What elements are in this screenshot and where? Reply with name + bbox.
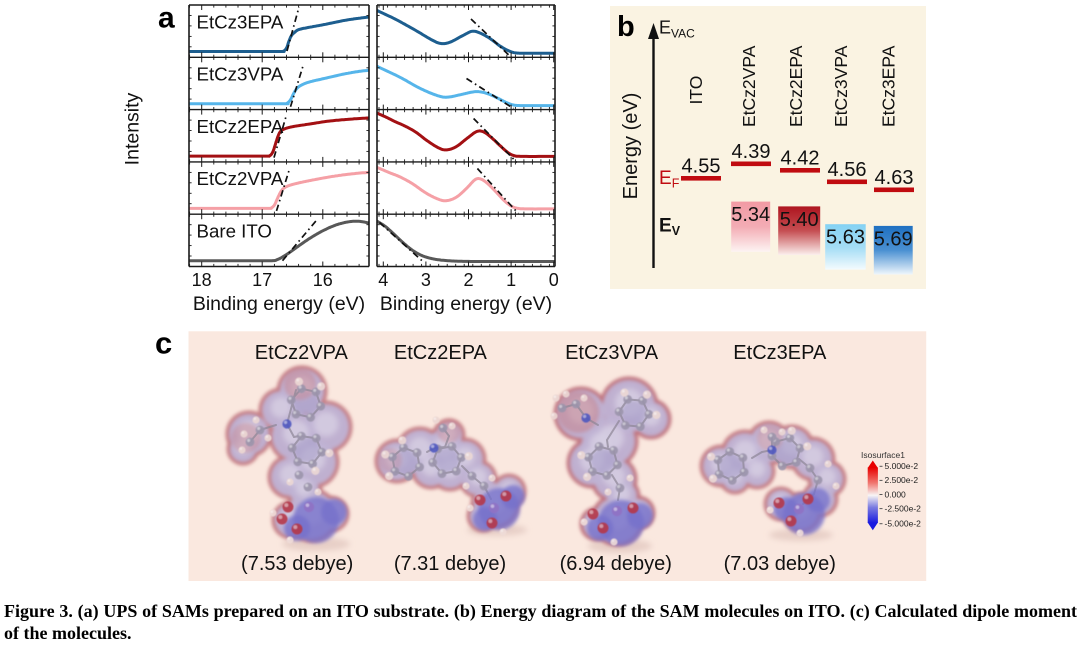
svg-text:-2.500e-2: -2.500e-2: [885, 503, 922, 513]
svg-text:4.55: 4.55: [682, 156, 721, 178]
svg-text:EtCz3VPA: EtCz3VPA: [197, 64, 284, 85]
svg-text:b: b: [617, 11, 635, 43]
svg-text:Isosurface1: Isosurface1: [861, 450, 905, 460]
svg-text:Energy (eV): Energy (eV): [620, 93, 642, 200]
svg-text:EtCz2EPA: EtCz2EPA: [786, 45, 806, 127]
svg-text:Binding energy (eV): Binding energy (eV): [380, 293, 552, 315]
svg-text:17: 17: [252, 270, 272, 290]
svg-text:ITO: ITO: [686, 76, 706, 105]
svg-text:18: 18: [192, 270, 212, 290]
svg-text:4.63: 4.63: [875, 167, 914, 189]
svg-text:EtCz2EPA: EtCz2EPA: [197, 116, 284, 137]
svg-text:Intensity: Intensity: [122, 92, 144, 165]
svg-text:4.39: 4.39: [732, 141, 771, 163]
svg-text:c: c: [155, 326, 172, 361]
svg-text:(7.53 debye): (7.53 debye): [241, 553, 353, 575]
svg-text:0: 0: [549, 270, 559, 290]
svg-text:Binding energy (eV): Binding energy (eV): [193, 293, 365, 315]
svg-text:Bare ITO: Bare ITO: [197, 221, 272, 242]
svg-text:EtCz3VPA: EtCz3VPA: [831, 45, 851, 127]
svg-text:16: 16: [313, 270, 333, 290]
svg-text:4.56: 4.56: [828, 159, 867, 181]
svg-text:(7.31 debye): (7.31 debye): [394, 553, 506, 575]
svg-text:4.42: 4.42: [781, 148, 820, 170]
svg-text:(7.03 debye): (7.03 debye): [724, 553, 836, 575]
svg-text:EtCz3EPA: EtCz3EPA: [879, 45, 899, 127]
svg-text:4: 4: [378, 270, 388, 290]
svg-text:EtCz2VPA: EtCz2VPA: [197, 168, 284, 189]
svg-text:EtCz3EPA: EtCz3EPA: [733, 342, 827, 364]
svg-text:EtCz2VPA: EtCz2VPA: [255, 342, 349, 364]
svg-text:EtCz2VPA: EtCz2VPA: [739, 45, 759, 127]
svg-text:a: a: [158, 2, 175, 35]
svg-text:EtCz3EPA: EtCz3EPA: [197, 11, 284, 32]
svg-text:EtCz3VPA: EtCz3VPA: [565, 342, 659, 364]
svg-text:0.000: 0.000: [885, 489, 907, 499]
svg-text:(6.94 debye): (6.94 debye): [560, 553, 672, 575]
svg-text:-5.000e-2: -5.000e-2: [885, 519, 922, 529]
svg-text:3: 3: [421, 270, 431, 290]
svg-text:5.40: 5.40: [780, 209, 819, 231]
svg-text:5.34: 5.34: [731, 204, 770, 226]
svg-text:EtCz2EPA: EtCz2EPA: [394, 342, 488, 364]
svg-text:2.500e-2: 2.500e-2: [885, 475, 919, 485]
svg-text:1: 1: [506, 270, 516, 290]
svg-text:5.69: 5.69: [874, 228, 913, 250]
svg-text:5.000e-2: 5.000e-2: [885, 461, 919, 471]
svg-text:2: 2: [463, 270, 473, 290]
svg-text:5.63: 5.63: [826, 227, 865, 249]
